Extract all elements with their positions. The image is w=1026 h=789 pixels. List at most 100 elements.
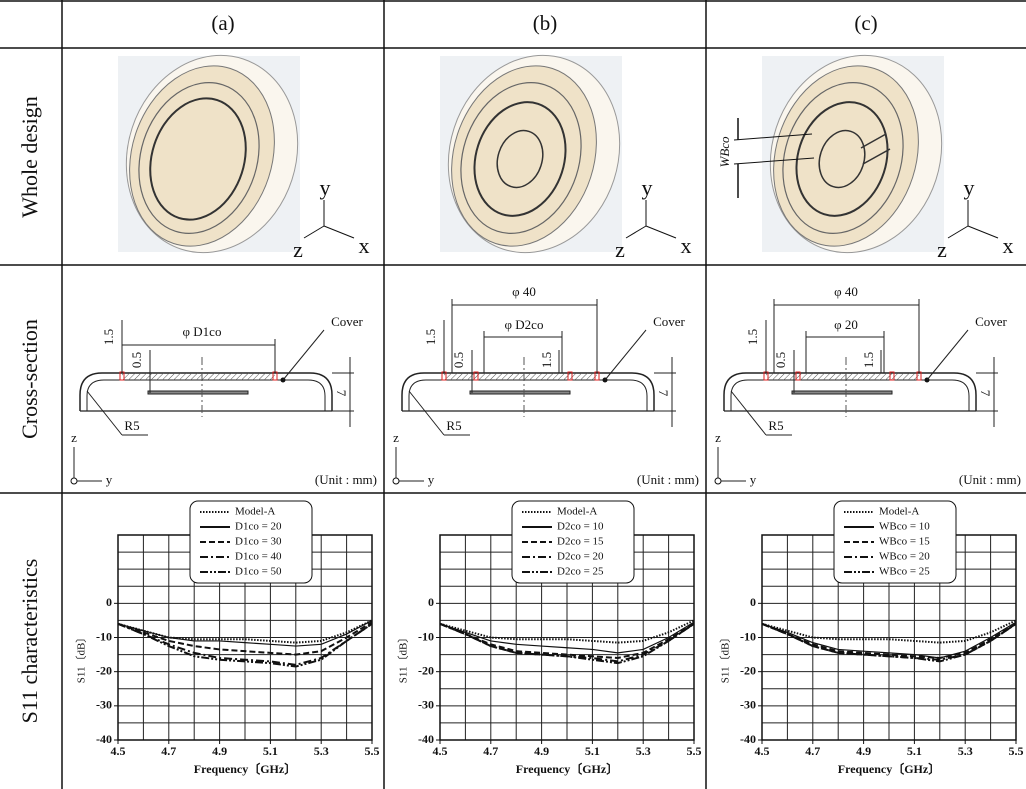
legend-label: D2co = 15 bbox=[557, 536, 604, 548]
axis-arrow bbox=[626, 226, 646, 238]
patch bbox=[470, 391, 570, 394]
dimension-label: 1.5 bbox=[861, 352, 876, 368]
x-tick-label: 5.3 bbox=[314, 744, 329, 758]
legend-label: WBco = 20 bbox=[879, 551, 930, 563]
legend-label: Model-A bbox=[557, 506, 597, 518]
cover-hatch bbox=[766, 373, 919, 380]
x-tick-label: 4.7 bbox=[161, 744, 176, 758]
axis-label: y bbox=[750, 472, 757, 487]
patch bbox=[792, 391, 892, 394]
axis-label: z bbox=[937, 237, 947, 262]
cover-label: Cover bbox=[331, 314, 363, 329]
axis-arrow bbox=[304, 226, 324, 238]
dimension-label: φ D1co bbox=[183, 324, 222, 339]
legend-label: WBco = 25 bbox=[879, 566, 930, 578]
x-tick-label: 5.1 bbox=[907, 744, 922, 758]
axis-label: z bbox=[715, 430, 721, 445]
drawing-line bbox=[409, 391, 444, 435]
y-axis-label: S11〔dB〕 bbox=[397, 632, 410, 684]
shell-inner bbox=[87, 380, 325, 411]
dimension-label: 1.5 bbox=[423, 329, 438, 345]
y-tick-label: 0 bbox=[750, 595, 756, 609]
legend-label: D1co = 40 bbox=[235, 551, 282, 563]
x-tick-label: 5.5 bbox=[687, 744, 702, 758]
dimension-label: R5 bbox=[446, 418, 461, 433]
axis-label: y bbox=[642, 175, 653, 200]
legend-label: D1co = 20 bbox=[235, 521, 282, 533]
row-header: Whole design bbox=[17, 96, 42, 218]
axis-label: y bbox=[320, 175, 331, 200]
column-header: (c) bbox=[854, 11, 877, 35]
y-tick-label: -10 bbox=[418, 629, 434, 643]
y-tick-label: -10 bbox=[96, 629, 112, 643]
axis-arrow bbox=[948, 226, 968, 238]
axis-label: x bbox=[1003, 233, 1014, 258]
y-tick-label: 0 bbox=[106, 595, 112, 609]
x-tick-label: 4.9 bbox=[856, 744, 871, 758]
legend-label: D2co = 10 bbox=[557, 521, 604, 533]
x-axis-label: Frequency〔GHz〕 bbox=[516, 761, 618, 776]
y-tick-label: -30 bbox=[418, 698, 434, 712]
cover-label: Cover bbox=[975, 314, 1007, 329]
legend-label: Model-A bbox=[235, 506, 275, 518]
dimension-label: 7 bbox=[656, 390, 671, 397]
dimension-label: φ D2co bbox=[505, 317, 544, 332]
axis-label: z bbox=[71, 430, 77, 445]
x-tick-label: 4.5 bbox=[111, 744, 126, 758]
design-cell: yzx bbox=[101, 33, 369, 275]
x-tick-label: 5.5 bbox=[1009, 744, 1024, 758]
dimension-label: 0.5 bbox=[451, 352, 466, 368]
dimension-label: 0.5 bbox=[129, 352, 144, 368]
axis-origin bbox=[393, 478, 399, 484]
x-tick-label: 4.5 bbox=[433, 744, 448, 758]
legend-label: WBco = 15 bbox=[879, 536, 930, 548]
x-tick-label: 4.5 bbox=[755, 744, 770, 758]
dimension-label: 7 bbox=[334, 390, 349, 397]
axis-origin bbox=[71, 478, 77, 484]
x-tick-label: 4.9 bbox=[212, 744, 227, 758]
dimension-label: φ 40 bbox=[834, 284, 858, 299]
design-cell: WBco y z x bbox=[717, 33, 1014, 275]
patch bbox=[148, 391, 248, 394]
x-tick-label: 5.1 bbox=[585, 744, 600, 758]
y-tick-label: -20 bbox=[96, 663, 112, 677]
legend-label: D2co = 25 bbox=[557, 566, 604, 578]
unit-label: (Unit : mm) bbox=[315, 472, 377, 487]
dimension-label: 1.5 bbox=[745, 329, 760, 345]
x-tick-label: 5.1 bbox=[263, 744, 278, 758]
chart: -40-30-20-1004.54.74.95.15.35.5Frequency… bbox=[75, 501, 380, 776]
axis-label: x bbox=[359, 233, 370, 258]
dimension-label: 7 bbox=[978, 390, 993, 397]
axis-label: y bbox=[106, 472, 113, 487]
y-tick-label: -30 bbox=[96, 698, 112, 712]
row-header: S11 characteristics bbox=[17, 559, 42, 724]
shell-inner bbox=[409, 380, 647, 411]
column-header: (a) bbox=[211, 11, 234, 35]
dimension-label: φ 20 bbox=[834, 317, 858, 332]
column-header: (b) bbox=[533, 11, 558, 35]
legend-label: D1co = 30 bbox=[235, 536, 282, 548]
drawing-line bbox=[731, 391, 766, 435]
cross-section-cell: Coverφ 40φ D2co1.51.50.57R5zy(Unit : mm) bbox=[393, 284, 699, 487]
axis-label: y bbox=[428, 472, 435, 487]
legend-label: D2co = 20 bbox=[557, 551, 604, 563]
x-tick-label: 5.5 bbox=[365, 744, 380, 758]
y-axis-label: S11〔dB〕 bbox=[719, 632, 732, 684]
legend-label: Model-A bbox=[879, 506, 919, 518]
dimension-label: WBco bbox=[717, 136, 732, 168]
x-tick-label: 5.3 bbox=[958, 744, 973, 758]
figure-table: (a) (b) (c) Whole design Cross-section S… bbox=[0, 0, 1026, 789]
y-tick-label: -20 bbox=[740, 663, 756, 677]
legend-label: D1co = 50 bbox=[235, 566, 282, 578]
legend-label: WBco = 10 bbox=[879, 521, 930, 533]
cover-label: Cover bbox=[653, 314, 685, 329]
axis-label: y bbox=[964, 175, 975, 200]
x-axis-label: Frequency〔GHz〕 bbox=[194, 761, 296, 776]
y-tick-label: 0 bbox=[428, 595, 434, 609]
unit-label: (Unit : mm) bbox=[637, 472, 699, 487]
x-tick-label: 4.9 bbox=[534, 744, 549, 758]
